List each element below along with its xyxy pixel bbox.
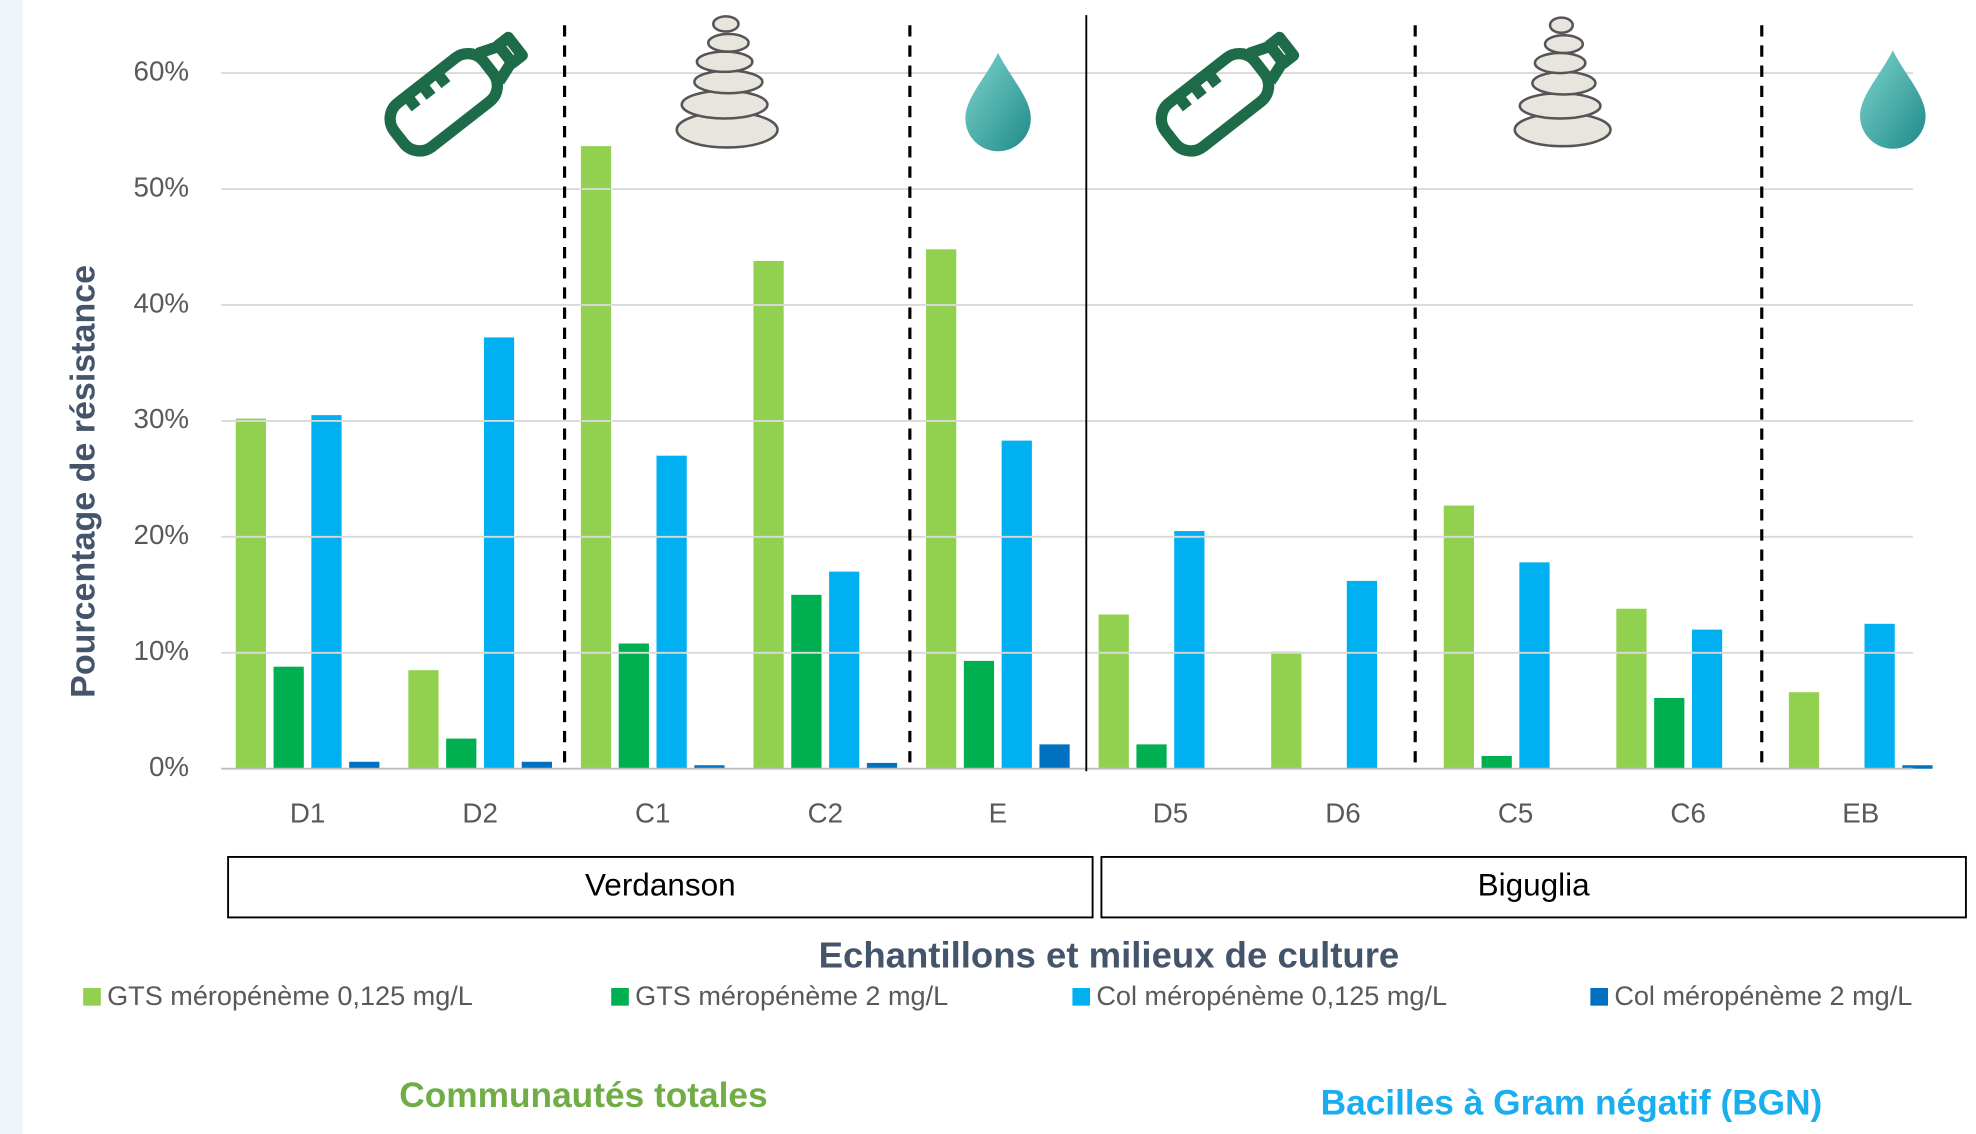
x-tick-label: D5 — [1153, 798, 1188, 829]
bar — [619, 644, 649, 769]
bar — [522, 762, 552, 769]
bar — [1519, 562, 1549, 768]
bar — [1136, 744, 1166, 768]
bar — [1002, 441, 1032, 769]
annotation: Communautés totales — [399, 1076, 767, 1115]
legend-label: GTS méropénème 0,125 mg/L — [107, 980, 473, 1011]
drop-icon — [965, 53, 1031, 151]
bar — [926, 249, 956, 768]
x-tick-label: D6 — [1325, 798, 1360, 829]
bar — [1692, 630, 1722, 769]
y-tick-label: 60% — [134, 55, 189, 86]
legend-swatch — [83, 988, 101, 1006]
bar — [484, 337, 514, 768]
bar — [1789, 692, 1819, 769]
drop-icon — [1860, 50, 1926, 148]
x-tick-label: D1 — [290, 798, 325, 829]
bar — [349, 762, 379, 769]
y-tick-label: 20% — [134, 519, 189, 550]
legend-label: Col méropénème 2 mg/L — [1614, 980, 1912, 1011]
bar — [311, 415, 341, 769]
x-tick-label: C2 — [808, 798, 843, 829]
chart: Col méropénème 2 mg/L Col méropénème 0,12… — [0, 0, 1976, 1134]
bar — [1865, 624, 1895, 769]
y-tick-label: 50% — [134, 171, 189, 202]
bottle-icon — [1153, 25, 1303, 159]
stones-icon — [677, 16, 778, 147]
x-tick-label: D2 — [462, 798, 497, 829]
legend-swatch — [1072, 988, 1090, 1006]
x-axis-title: Echantillons et milieux de culture — [819, 934, 1400, 975]
bar — [1174, 531, 1204, 769]
legend-swatch — [611, 988, 629, 1006]
y-axis-title: Pourcentage de résistance — [65, 265, 103, 698]
x-tick-label: C6 — [1670, 798, 1705, 829]
bar — [657, 456, 687, 769]
legend-label: Col méropénème 0,125 mg/L — [1096, 980, 1447, 1011]
y-tick-label: 40% — [134, 287, 189, 318]
plot-root: Col méropénème 2 mg/L Col méropénème 0,12… — [0, 0, 1966, 1134]
bar — [1347, 581, 1377, 769]
group-label: Biguglia — [1478, 867, 1591, 903]
bar — [1039, 744, 1069, 768]
group-label: Verdanson — [585, 867, 736, 903]
bar — [1444, 506, 1474, 769]
bar — [964, 661, 994, 769]
bar — [236, 419, 266, 769]
bar — [1482, 756, 1512, 769]
x-tick-label: EB — [1842, 798, 1879, 829]
edge-shade — [0, 0, 23, 1134]
legend-swatch — [1590, 988, 1608, 1006]
bar — [274, 667, 304, 769]
bar — [1099, 615, 1129, 769]
bar — [753, 261, 783, 769]
x-tick-label: E — [989, 798, 1008, 829]
bar — [1654, 698, 1684, 769]
y-tick-label: 10% — [134, 635, 189, 666]
bar — [1271, 652, 1301, 769]
annotation: Bacilles à Gram négatif (BGN) — [1321, 1084, 1823, 1123]
bar — [581, 146, 611, 769]
y-tick-label: 0% — [149, 751, 189, 782]
legend-label: GTS méropénème 2 mg/L — [635, 980, 948, 1011]
bar — [446, 739, 476, 769]
bar — [1616, 609, 1646, 769]
x-tick-label: C5 — [1498, 798, 1533, 829]
bottle-icon — [382, 25, 532, 159]
stones-icon — [1515, 18, 1611, 147]
bar — [829, 572, 859, 769]
bar — [408, 670, 438, 769]
bar — [791, 595, 821, 769]
y-tick-label: 30% — [134, 403, 189, 434]
x-tick-label: C1 — [635, 798, 670, 829]
